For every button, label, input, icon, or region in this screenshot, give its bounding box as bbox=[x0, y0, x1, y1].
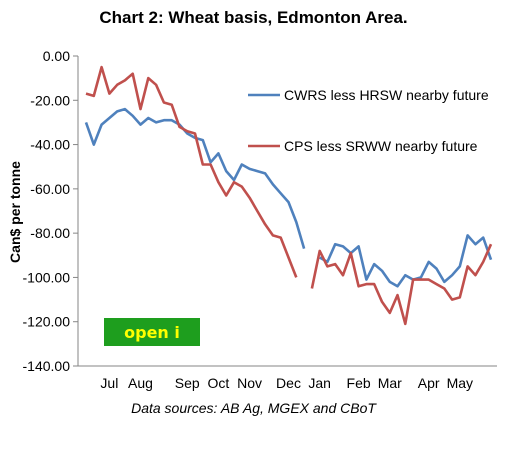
x-tick-label: Mar bbox=[378, 375, 402, 391]
chart-title: Chart 2: Wheat basis, Edmonton Area. bbox=[99, 8, 408, 27]
x-tick-label: Dec bbox=[276, 375, 301, 391]
x-tick-label: Aug bbox=[128, 375, 153, 391]
y-tick-label: -100.00 bbox=[23, 269, 71, 285]
data-source-note: Data sources: AB Ag, MGEX and CBoT bbox=[131, 400, 376, 416]
legend: CWRS less HRSW nearby future CPS less SRW… bbox=[248, 87, 489, 154]
y-tick-label: -20.00 bbox=[30, 92, 70, 108]
y-axis-label: Can$ per tonne bbox=[7, 161, 23, 263]
y-tick-label: -80.00 bbox=[30, 225, 70, 241]
x-tick-label: Jan bbox=[308, 375, 331, 391]
legend-label-2: CPS less SRWW nearby future bbox=[284, 138, 478, 154]
y-tick-label: -60.00 bbox=[30, 181, 70, 197]
y-tick-labels: 0.00 -20.00 -40.00 -60.00 -80.00 -100.00 -120.… bbox=[23, 48, 78, 374]
x-tick-label: Apr bbox=[418, 375, 440, 391]
x-tick-label: Jul bbox=[100, 375, 118, 391]
x-tick-label: Nov bbox=[237, 375, 262, 391]
x-tick-label: Oct bbox=[208, 375, 230, 391]
y-tick-label: -40.00 bbox=[30, 137, 70, 153]
x-tick-label: May bbox=[447, 375, 473, 391]
x-tick-labels: Jul Aug Sep Oct Nov Dec Jan Feb Mar Apr May bbox=[100, 375, 473, 391]
axes bbox=[77, 56, 497, 367]
series-line-2 bbox=[85, 65, 493, 326]
legend-label-1: CWRS less HRSW nearby future bbox=[284, 87, 489, 103]
open-annotation-badge: open i bbox=[104, 318, 200, 346]
y-tick-label: -120.00 bbox=[23, 314, 71, 330]
x-tick-label: Feb bbox=[347, 375, 371, 391]
x-tick-label: Sep bbox=[175, 375, 200, 391]
y-tick-label: -140.00 bbox=[23, 358, 71, 374]
series-lines bbox=[84, 65, 493, 326]
y-tick-label: 0.00 bbox=[43, 48, 70, 64]
